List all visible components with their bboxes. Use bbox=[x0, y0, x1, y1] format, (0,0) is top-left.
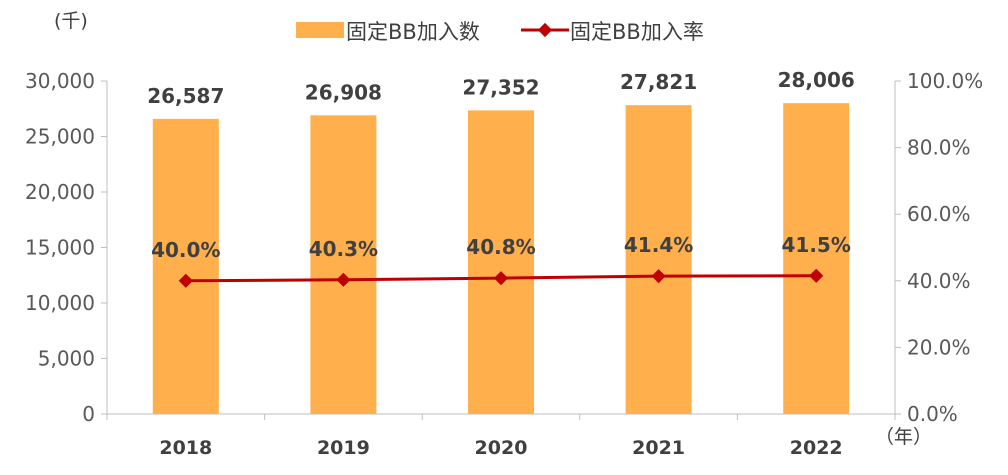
rate-label-2020: 40.8% bbox=[466, 235, 535, 259]
x-tick-label: 2021 bbox=[632, 437, 685, 459]
left-tick-label: 10,000 bbox=[25, 291, 95, 315]
x-tick-label: 2018 bbox=[159, 437, 212, 459]
legend-bar-label: 固定BB加入数 bbox=[346, 20, 480, 44]
right-tick-label: 40.0% bbox=[907, 269, 971, 293]
rate-label-2022: 41.5% bbox=[782, 233, 851, 257]
bar-2021 bbox=[625, 105, 692, 415]
rate-label-2019: 40.3% bbox=[309, 237, 378, 261]
rate-label-2021: 41.4% bbox=[624, 233, 693, 257]
left-axis-unit: (千) bbox=[54, 10, 88, 32]
x-axis-unit: （年） bbox=[875, 426, 932, 448]
bar-data-labels: 26,587 26,908 27,352 27,821 28,006 bbox=[147, 68, 855, 108]
x-tick-label: 2019 bbox=[317, 437, 370, 459]
bar-2018 bbox=[152, 118, 219, 414]
bar-2020 bbox=[468, 110, 534, 415]
bar-label-2022: 28,006 bbox=[778, 68, 855, 92]
right-tick-label: 20.0% bbox=[907, 335, 971, 359]
right-tick-label: 100.0% bbox=[907, 69, 983, 93]
legend-line-label: 固定BB加入率 bbox=[570, 20, 704, 44]
x-axis-ticks: 2018 2019 2020 2021 2022 bbox=[106, 414, 896, 459]
x-tick-label: 2022 bbox=[790, 437, 843, 459]
rate-marker-2022 bbox=[809, 268, 824, 283]
bar-series bbox=[152, 103, 850, 415]
left-tick-label: 5,000 bbox=[38, 347, 95, 371]
line-series bbox=[178, 268, 824, 288]
right-tick-label: 60.0% bbox=[907, 202, 971, 226]
bar-2022 bbox=[783, 103, 850, 415]
bar-label-2019: 26,908 bbox=[305, 80, 382, 104]
right-tick-label: 80.0% bbox=[907, 136, 971, 160]
left-tick-label: 30,000 bbox=[25, 69, 95, 93]
left-tick-label: 20,000 bbox=[25, 180, 95, 204]
bar-label-2020: 27,352 bbox=[462, 75, 539, 99]
right-tick-label: 0.0% bbox=[907, 402, 958, 426]
bar-label-2021: 27,821 bbox=[620, 70, 697, 94]
rate-label-2018: 40.0% bbox=[151, 238, 220, 262]
bar-label-2018: 26,587 bbox=[147, 84, 224, 108]
rate-marker-2018 bbox=[178, 273, 193, 288]
legend-bar-swatch bbox=[296, 22, 344, 38]
legend: 固定BB加入数 固定BB加入率 bbox=[296, 20, 704, 44]
right-axis-ticks: 0.0% 20.0% 40.0% 60.0% 80.0% 100.0% bbox=[895, 69, 983, 426]
left-axis-ticks: 0 5,000 10,000 15,000 20,000 25,000 30,000 bbox=[25, 69, 107, 426]
x-tick-label: 2020 bbox=[475, 437, 528, 459]
rate-marker-2020 bbox=[493, 271, 509, 286]
left-tick-label: 15,000 bbox=[25, 236, 95, 260]
left-tick-label: 25,000 bbox=[25, 125, 95, 149]
rate-marker-2021 bbox=[651, 269, 666, 284]
bar-2019 bbox=[310, 115, 377, 414]
legend-line-marker bbox=[537, 22, 553, 38]
rate-marker-2019 bbox=[336, 272, 351, 287]
left-tick-label: 0 bbox=[82, 402, 95, 426]
line-data-labels: 40.0% 40.3% 40.8% 41.4% 41.5% bbox=[151, 233, 851, 262]
